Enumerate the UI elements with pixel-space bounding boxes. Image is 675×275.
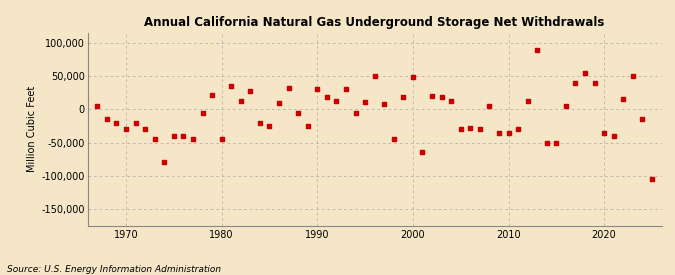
Point — [312, 87, 323, 91]
Point — [484, 104, 495, 108]
Point — [637, 117, 648, 122]
Point — [475, 127, 485, 131]
Point — [560, 104, 571, 108]
Point — [169, 134, 180, 138]
Point — [589, 81, 600, 85]
Point — [570, 81, 580, 85]
Point — [197, 111, 208, 115]
Point — [455, 127, 466, 131]
Point — [236, 99, 246, 104]
Point — [273, 100, 284, 105]
Point — [254, 120, 265, 125]
Point — [408, 75, 418, 79]
Point — [608, 134, 619, 138]
Point — [379, 102, 389, 106]
Point — [293, 111, 304, 115]
Point — [245, 89, 256, 94]
Point — [350, 111, 361, 115]
Point — [284, 86, 294, 90]
Point — [398, 95, 408, 100]
Point — [159, 160, 169, 165]
Point — [178, 134, 189, 138]
Point — [302, 124, 313, 128]
Point — [388, 137, 399, 141]
Point — [503, 130, 514, 135]
Point — [465, 126, 476, 130]
Point — [513, 127, 524, 131]
Point — [225, 84, 236, 88]
Point — [149, 137, 160, 141]
Point — [618, 97, 628, 101]
Point — [493, 130, 504, 135]
Point — [522, 99, 533, 104]
Point — [551, 140, 562, 145]
Point — [369, 74, 380, 78]
Point — [207, 92, 217, 97]
Point — [580, 71, 591, 75]
Point — [532, 47, 543, 52]
Point — [446, 98, 456, 103]
Title: Annual California Natural Gas Underground Storage Net Withdrawals: Annual California Natural Gas Undergroun… — [144, 16, 605, 29]
Point — [427, 94, 437, 98]
Point — [599, 130, 610, 135]
Point — [436, 95, 447, 100]
Point — [216, 137, 227, 141]
Y-axis label: Million Cubic Feet: Million Cubic Feet — [27, 86, 37, 172]
Point — [417, 150, 428, 155]
Point — [541, 140, 552, 145]
Point — [188, 137, 198, 141]
Point — [111, 120, 122, 125]
Point — [628, 74, 639, 78]
Point — [121, 127, 132, 131]
Point — [130, 120, 141, 125]
Point — [340, 87, 351, 92]
Text: Source: U.S. Energy Information Administration: Source: U.S. Energy Information Administ… — [7, 265, 221, 274]
Point — [92, 104, 103, 108]
Point — [321, 95, 332, 100]
Point — [101, 117, 112, 122]
Point — [647, 177, 657, 181]
Point — [140, 127, 151, 131]
Point — [360, 100, 371, 104]
Point — [331, 99, 342, 104]
Point — [264, 124, 275, 128]
